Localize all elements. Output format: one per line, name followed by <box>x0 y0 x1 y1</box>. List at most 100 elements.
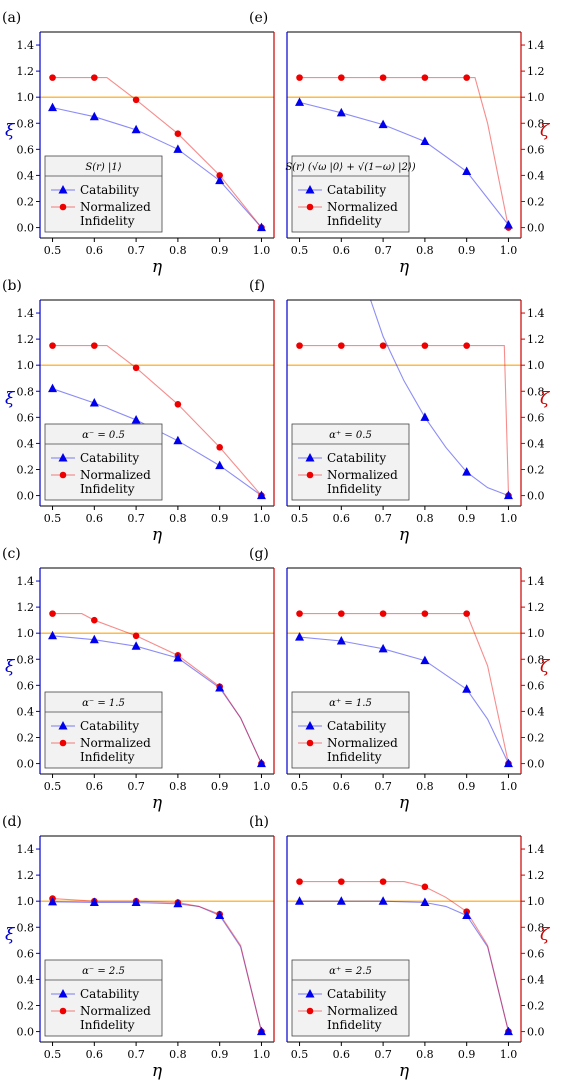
x-tick-label: 0.6 <box>86 512 104 525</box>
y-tick-label: 0.2 <box>527 999 545 1012</box>
panel-label: (b) <box>2 278 22 294</box>
y-tick-label: 1.2 <box>17 601 35 614</box>
x-tick-label: 0.8 <box>416 512 434 525</box>
x-tick-label: 0.8 <box>169 512 187 525</box>
legend: S(r) (√ω |0⟩ + √(1−ω) |2⟩) Catability Norm… <box>285 155 416 233</box>
plot-area <box>48 610 266 768</box>
x-tick-label: 0.5 <box>44 780 62 793</box>
legend-catability-label: Catability <box>327 987 386 1001</box>
infidelity-marker <box>463 342 470 349</box>
legend-infidelity-label: Normalized <box>80 200 151 214</box>
x-axis-label: η <box>152 257 163 277</box>
y-axis-label-right: ζ <box>540 121 551 141</box>
catability-marker <box>48 896 58 906</box>
x-tick-label: 0.8 <box>416 780 434 793</box>
legend-catability-label: Catability <box>80 719 139 733</box>
plot-area <box>296 300 513 500</box>
infidelity-marker <box>379 610 387 617</box>
y-tick-label: 0.8 <box>527 921 545 934</box>
x-axis-label: η <box>152 1061 163 1080</box>
legend-infidelity-marker <box>306 739 314 747</box>
catability-marker <box>462 166 472 176</box>
legend-title: α⁻ = 1.5 <box>82 698 125 709</box>
legend-infidelity-label: Normalized <box>327 200 398 214</box>
catability-marker <box>131 414 141 424</box>
catability-marker <box>462 684 472 693</box>
legend-title: α⁻ = 2.5 <box>82 966 125 977</box>
y-tick-label: 1.4 <box>17 307 35 320</box>
x-tick-label: 1.0 <box>253 512 271 525</box>
y-tick-label: 1.0 <box>17 91 35 104</box>
x-axis-label: η <box>399 1061 410 1080</box>
x-tick-label: 0.9 <box>458 1048 476 1061</box>
legend-catability-marker <box>58 185 68 194</box>
y-tick-label: 0.6 <box>17 411 35 424</box>
catability-curve <box>370 300 509 497</box>
infidelity-marker <box>49 342 56 349</box>
catability-marker <box>173 435 183 445</box>
x-tick-label: 1.0 <box>253 1048 271 1061</box>
y-tick-label: 0.8 <box>17 921 35 934</box>
plot-area <box>295 74 513 231</box>
y-tick-label: 0.4 <box>17 973 35 986</box>
x-tick-label: 0.7 <box>127 244 145 257</box>
infidelity-marker <box>296 610 303 617</box>
plot-area <box>48 895 266 1036</box>
legend-box <box>44 155 163 233</box>
x-tick-label: 1.0 <box>500 244 518 257</box>
legend-box <box>44 959 163 1037</box>
legend-infidelity-marker <box>59 739 67 747</box>
legend-infidelity-label-2: Infidelity <box>80 482 135 496</box>
legend-infidelity-marker <box>59 471 67 479</box>
infidelity-curve <box>52 613 263 764</box>
infidelity-marker <box>379 74 387 81</box>
x-tick-label: 0.5 <box>291 244 309 257</box>
y-tick-label: 0.4 <box>527 973 545 986</box>
x-tick-label: 0.9 <box>211 244 229 257</box>
legend-infidelity-label-2: Infidelity <box>327 482 382 496</box>
infidelity-marker <box>463 74 470 81</box>
legend-catability-marker <box>305 453 315 462</box>
y-tick-label: 0.4 <box>527 705 545 718</box>
x-tick-label: 1.0 <box>253 780 271 793</box>
infidelity-marker <box>216 444 223 451</box>
legend-infidelity-label: Normalized <box>327 468 398 482</box>
y-tick-label: 0.8 <box>17 653 35 666</box>
x-tick-label: 0.9 <box>458 244 476 257</box>
x-tick-label: 0.7 <box>374 780 392 793</box>
y-tick-label: 1.4 <box>527 39 545 52</box>
infidelity-marker <box>338 610 345 617</box>
x-tick-label: 0.5 <box>44 244 62 257</box>
y-tick-label: 0.6 <box>527 679 545 692</box>
catability-marker <box>131 641 141 650</box>
y-tick-label: 1.4 <box>17 39 35 52</box>
x-tick-label: 0.5 <box>44 512 62 525</box>
y-tick-label: 1.0 <box>527 91 545 104</box>
infidelity-marker <box>216 172 223 179</box>
infidelity-marker <box>379 878 387 885</box>
legend-box <box>291 155 410 233</box>
legend-infidelity-label: Normalized <box>80 468 151 482</box>
legend-title: α⁺ = 1.5 <box>329 698 372 709</box>
y-tick-label: 1.0 <box>527 627 545 640</box>
chart-panel-e: (e) 0.5 0.6 0.7 0.8 0.9 1.0 0.0 0.2 0.4 0.6 0.8 1.0 1… <box>249 10 551 277</box>
legend-infidelity-label-2: Infidelity <box>327 214 382 228</box>
x-tick-label: 0.5 <box>44 1048 62 1061</box>
legend-catability-label: Catability <box>80 987 139 1001</box>
catability-marker <box>173 898 183 908</box>
legend-box <box>291 691 410 769</box>
y-tick-label: 0.0 <box>527 758 545 771</box>
y-tick-label: 0.6 <box>527 143 545 156</box>
panel-label: (e) <box>249 10 268 26</box>
catability-marker <box>462 910 472 920</box>
y-tick-label: 1.2 <box>527 333 545 346</box>
y-tick-label: 0.6 <box>527 411 545 424</box>
panel-label: (c) <box>2 546 21 562</box>
legend-catability-marker <box>58 453 68 462</box>
legend-infidelity-label: Normalized <box>327 736 398 750</box>
catability-marker <box>378 896 388 905</box>
